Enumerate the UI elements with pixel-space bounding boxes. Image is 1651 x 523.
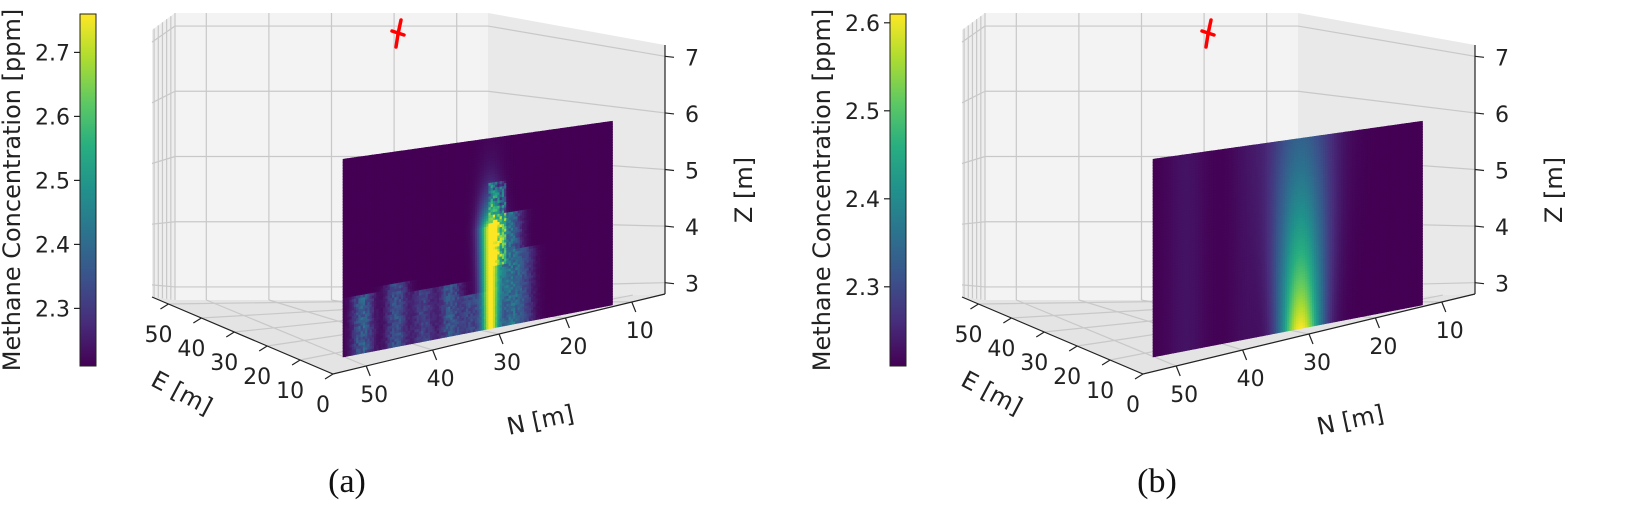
- left-pane: [152, 13, 175, 300]
- colorbar-tick-label: 2.3: [35, 297, 70, 322]
- right-grid-line: [487, 25, 666, 57]
- concentration-plane: [342, 120, 613, 358]
- colorbar-label: Methane Concentration [ppm]: [0, 9, 26, 371]
- panel-a: 2.3 2.4 2.5 2.6 2.7 Methane Concentration [pp…: [0, 9, 758, 500]
- floor-grid-line: [206, 299, 367, 367]
- colorbar-tick-label: 2.5: [35, 169, 70, 194]
- colorbar: [79, 13, 97, 367]
- colorbar-tick-label: 2.6: [35, 105, 70, 130]
- colorbar-tick-label: 2.4: [35, 233, 70, 258]
- right-grid-line: [487, 90, 666, 114]
- colorbar-tick-label: 2.7: [35, 41, 70, 66]
